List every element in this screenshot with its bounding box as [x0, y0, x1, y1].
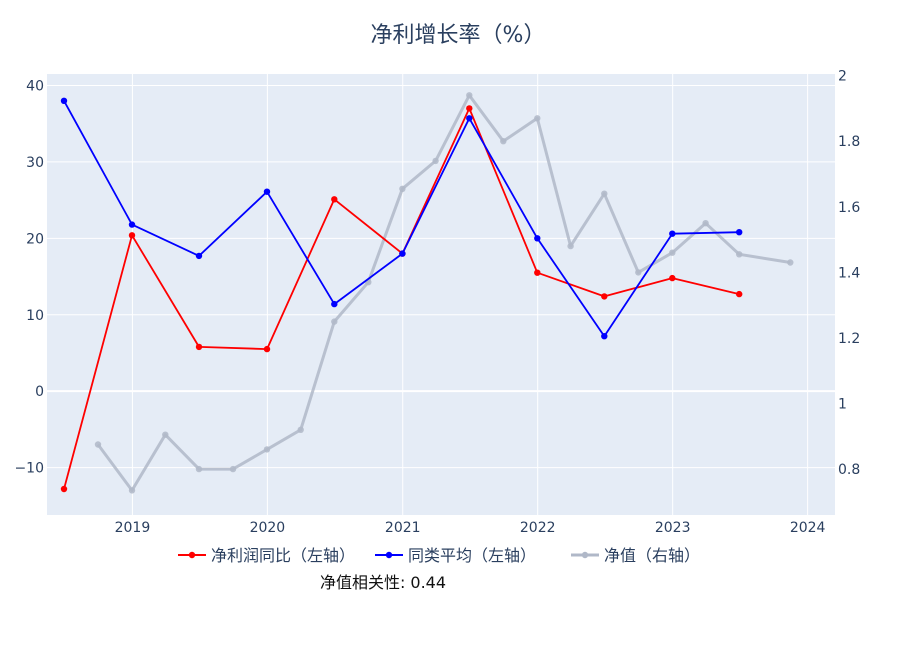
series-point-0 — [736, 290, 743, 298]
series-point-2 — [263, 446, 271, 453]
series-point-2 — [635, 269, 642, 276]
legend-item-2: 净值（右轴） — [571, 546, 700, 565]
y-right-tick-label: 1.6 — [838, 200, 860, 216]
y-right-tick-label: 1.4 — [838, 265, 860, 281]
y-left-tick-label: 40 — [26, 78, 44, 94]
series-point-1 — [263, 188, 271, 195]
series-point-1 — [399, 250, 406, 257]
legend-swatch-marker — [385, 551, 393, 559]
series-point-2 — [399, 185, 406, 192]
series-point-2 — [128, 487, 136, 494]
series-point-2 — [195, 465, 203, 473]
series-point-1 — [195, 252, 203, 260]
legend-item-1: 同类平均（左轴） — [375, 546, 536, 565]
y-right-tick-label: 1.8 — [838, 134, 860, 150]
series-point-0 — [669, 274, 676, 282]
series-point-2 — [297, 426, 304, 433]
y-right-tick-label: 2 — [838, 69, 847, 85]
legend-label: 净值（右轴） — [604, 546, 700, 565]
y-left-tick-label: −10 — [14, 461, 44, 477]
series-point-2 — [534, 115, 541, 122]
series-point-1 — [534, 235, 541, 242]
series-point-2 — [466, 92, 473, 99]
series-point-2 — [432, 157, 439, 165]
series-point-2 — [162, 431, 169, 438]
legend: 净利润同比（左轴） 同类平均（左轴） 净值（右轴） — [178, 546, 700, 565]
series-point-0 — [263, 345, 271, 353]
series-point-1 — [736, 229, 743, 236]
series-point-2 — [669, 249, 676, 256]
legend-swatch-marker — [581, 551, 589, 559]
series-point-2 — [94, 441, 102, 448]
x-tick-label: 2022 — [520, 520, 556, 536]
x-tick-label: 2019 — [115, 520, 151, 536]
series-point-2 — [702, 220, 709, 227]
series-point-2 — [331, 318, 338, 325]
legend-label: 净利润同比（左轴） — [211, 546, 355, 565]
series-point-0 — [331, 196, 338, 203]
series-point-1 — [331, 300, 338, 308]
x-tick-label: 2021 — [385, 520, 421, 536]
y-left-tick-label: 10 — [26, 308, 44, 324]
x-tick-label: 2024 — [790, 520, 826, 536]
series-point-2 — [736, 251, 743, 258]
y-left-tick-label: 0 — [35, 384, 44, 400]
series-point-1 — [669, 230, 676, 237]
grid-lines — [47, 74, 835, 515]
series-point-0 — [601, 293, 608, 300]
chart-title: 净利增长率（%） — [371, 23, 546, 48]
series-point-2 — [601, 190, 608, 197]
series-point-0 — [60, 485, 68, 493]
series-point-2 — [500, 138, 507, 145]
legend-item-0: 净利润同比（左轴） — [178, 546, 355, 565]
plot-area — [47, 74, 835, 515]
series-point-0 — [466, 105, 473, 112]
correlation-annotation: 净值相关性: 0.44 — [320, 573, 446, 592]
y-left-tick-label: 30 — [26, 155, 44, 171]
y-right-tick-label: 1 — [838, 397, 847, 413]
axis-labels: 2019 2020 2021 2022 2023 2024 −10 0 10 20 30 40 0.8 1… — [14, 69, 860, 536]
series-point-1 — [466, 115, 473, 122]
y-right-tick-label: 0.8 — [838, 462, 860, 478]
y-left-tick-label: 20 — [26, 231, 44, 247]
series-point-0 — [534, 269, 541, 276]
x-tick-label: 2023 — [655, 520, 691, 536]
series-layer — [60, 92, 794, 494]
series-point-0 — [128, 232, 136, 239]
y-right-tick-label: 1.2 — [838, 331, 860, 347]
series-point-1 — [60, 97, 68, 105]
series-point-2 — [567, 242, 574, 250]
series-point-2 — [229, 465, 237, 473]
series-point-1 — [128, 221, 136, 228]
x-tick-label: 2020 — [250, 520, 286, 536]
series-point-1 — [601, 333, 608, 340]
series-point-0 — [195, 343, 203, 351]
legend-swatch-marker — [188, 551, 196, 559]
series-point-2 — [787, 259, 794, 266]
legend-label: 同类平均（左轴） — [408, 546, 536, 565]
